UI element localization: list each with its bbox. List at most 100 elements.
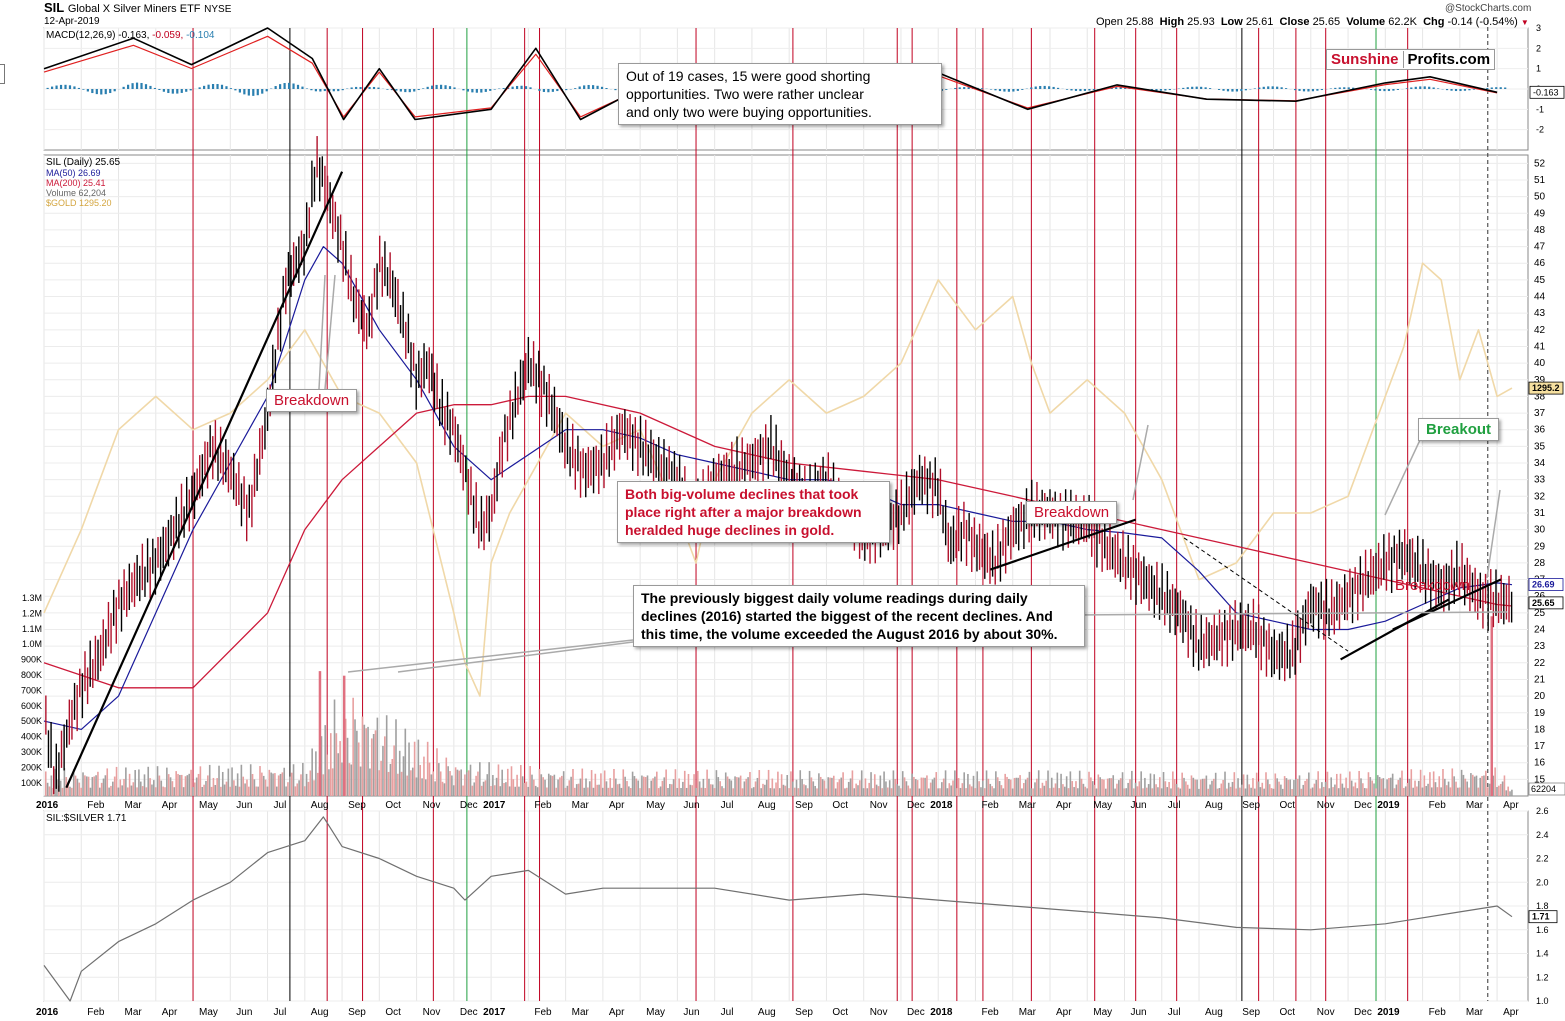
macd-histogram-bar [1258, 87, 1261, 89]
volume-bar [926, 775, 928, 796]
price-tick-label: 31 [1534, 508, 1546, 519]
macd-histogram-bar [958, 87, 961, 89]
macd-histogram-bar [475, 89, 478, 93]
macd-histogram-bar [292, 83, 295, 89]
volume-bar [1494, 767, 1496, 796]
volume-bar [719, 781, 721, 796]
volume-bar [1335, 773, 1338, 796]
volume-bar [1084, 786, 1087, 796]
volume-bar [989, 783, 992, 796]
macd-histogram-bar [1472, 89, 1475, 90]
volume-bar [1103, 779, 1105, 796]
volume-bar [1272, 788, 1275, 796]
volume-bar [1343, 787, 1346, 796]
volume-bar [676, 787, 679, 796]
price-tick-label: 43 [1534, 308, 1546, 319]
volume-bar [177, 773, 179, 796]
volume-bar [590, 770, 593, 796]
volume-bar [588, 781, 591, 796]
macd-histogram-bar [1074, 89, 1078, 91]
volume-bar [1205, 775, 1208, 796]
macd-histogram-bar [1231, 89, 1234, 92]
volume-bar [456, 769, 459, 796]
panel-toggle-button[interactable] [0, 64, 5, 84]
volume-bar [1248, 784, 1251, 796]
volume-bar [147, 766, 150, 796]
x-tick-label: Feb [87, 1007, 105, 1018]
volume-bar [44, 771, 47, 796]
close-value: 25.65 [1312, 16, 1341, 28]
volume-bar [499, 786, 502, 796]
volume-bar [914, 779, 917, 796]
x-tick-label: 2019 [1377, 800, 1400, 811]
volume-bar [352, 697, 354, 796]
macd-histogram-bar [189, 89, 192, 91]
volume-bar [534, 785, 537, 796]
volume-bar [1259, 787, 1262, 796]
macd-histogram-bar [422, 88, 425, 89]
x-tick-label: 2017 [483, 800, 506, 811]
x-tick-label: May [646, 1007, 665, 1018]
macd-histogram-bar [1244, 89, 1247, 91]
volume-pointer-b [397, 641, 634, 673]
volume-bar [754, 781, 757, 796]
volume-bar [628, 786, 630, 796]
volume-bar [1009, 779, 1012, 796]
x-tick-label: Sep [348, 800, 366, 811]
x-tick-label: Oct [385, 800, 401, 811]
macd-histogram-bar [301, 86, 304, 89]
volume-bar [730, 780, 733, 796]
macd-histogram-bar [1088, 89, 1091, 91]
volume-bar [393, 745, 395, 796]
volume-bar [1116, 783, 1118, 796]
volume-bar [1470, 773, 1472, 796]
volume-bar [557, 779, 559, 796]
volume-bar [911, 773, 913, 796]
macd-histogram-bar [1463, 89, 1467, 91]
volume-bar [696, 770, 699, 796]
volume-bar [1322, 786, 1325, 796]
volume-bar [1278, 781, 1280, 796]
volume-bar [462, 785, 464, 796]
volume-bar [1140, 771, 1142, 796]
macd-histogram-bar [144, 84, 148, 89]
volume-bar [555, 787, 558, 796]
volume-bar [452, 785, 455, 796]
volume-bar [1399, 777, 1401, 796]
volume-bar [1101, 779, 1103, 796]
volume-bar [1341, 783, 1344, 796]
volume-bar [501, 769, 503, 796]
volume-bar [803, 784, 805, 796]
ratio-tick-label: 1.6 [1536, 925, 1549, 935]
macd-histogram-bar [100, 89, 103, 95]
volume-bar [527, 786, 530, 796]
volume-bar [492, 775, 494, 796]
price-tick-label: 33 [1534, 475, 1546, 486]
volume-bar [214, 784, 217, 796]
volume-bar [656, 771, 658, 796]
volume-bar [1050, 777, 1053, 796]
macd-histogram-bar [1410, 87, 1413, 89]
volume-bar [860, 770, 863, 796]
volume-bar [1129, 779, 1131, 796]
volume-bar [253, 779, 256, 796]
volume-bar [1183, 777, 1185, 796]
price-legend: SIL (Daily) 25.65 MA(50) 26.69 MA(200) 2… [46, 158, 120, 209]
volume-bar [359, 766, 362, 796]
volume-bar [467, 770, 470, 796]
macd-histogram-bar [323, 89, 326, 92]
volume-bar [982, 780, 984, 796]
volume-bar [1168, 781, 1170, 796]
volume-bar [1477, 787, 1480, 796]
volume-bar [240, 764, 243, 796]
volume-bar [1257, 781, 1260, 796]
volume-bar [1276, 778, 1278, 796]
price-tick-label: 23 [1534, 641, 1546, 652]
volume-bar [551, 775, 554, 796]
trendline-2019-upper [1392, 578, 1502, 631]
volume-bar [834, 788, 837, 796]
volume-bar [808, 770, 811, 796]
x-tick-label: Jun [236, 1007, 252, 1018]
volume-bar [873, 774, 876, 796]
macd-histogram-bar [1021, 89, 1024, 90]
